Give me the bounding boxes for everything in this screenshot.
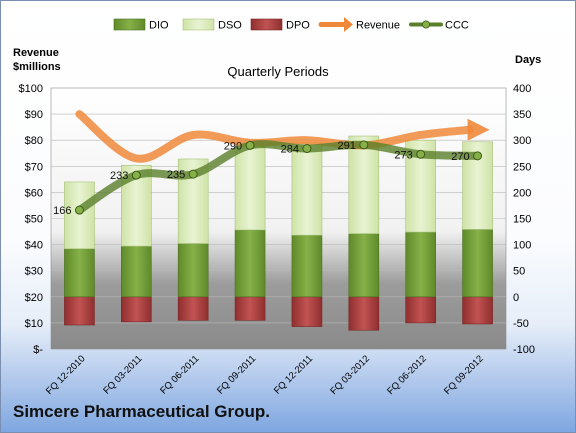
bar-dio [177,243,209,298]
left-tick-label: $60 [25,187,43,199]
right-tick-label: 250 [513,161,531,173]
right-tick-label: 350 [513,109,531,121]
bar-dio [348,233,380,298]
left-tick-label: $100 [19,83,43,95]
ccc-data-label: 235 [167,169,185,181]
x-tick-label: FQ 12-2011 [272,353,315,396]
chart-title: Quarterly Periods [227,64,329,79]
left-tick-label: $70 [25,161,43,173]
legend-label-ccc: CCC [445,20,469,32]
legend-label-dpo: DPO [286,20,310,32]
ccc-point [473,151,483,161]
right-tick-label: -100 [513,344,535,356]
left-tick-label: $20 [25,292,43,304]
ccc-point [359,140,369,150]
bar-dpo [64,296,95,326]
left-tick-label: $90 [25,109,43,121]
x-tick-label: FQ 06-2012 [385,353,429,397]
bar-dpo [121,296,152,323]
right-tick-label: 100 [513,240,531,252]
left-tick-label: $30 [25,266,43,278]
legend-item-dio: DIO [113,18,169,32]
left-axis-ticks: $- $10 $20 $30 $40 $50 $60 $70 $80 $90 $100 [19,83,44,356]
bar-dso [348,135,380,234]
right-tick-label: 150 [513,214,531,226]
bar-dio [64,248,95,298]
bars [64,135,493,331]
revenue-arrowhead [467,118,490,141]
bar-dso [234,146,266,231]
legend-label-revenue: Revenue [356,20,400,32]
ccc-point [131,170,141,180]
ccc-data-label: 291 [337,140,355,152]
bar-dpo [234,296,266,321]
bar-dpo [348,296,380,331]
x-tick-label: FQ 03-2011 [101,353,144,396]
bar-dio [121,245,152,298]
left-tick-label: $- [33,344,43,356]
bar-dio [462,229,493,298]
x-tick-label: FQ 09-2011 [215,353,258,396]
right-tick-label: 0 [513,292,519,304]
ccc-data-label: 233 [110,170,128,182]
x-tick-label: FQ 12-2010 [44,353,88,397]
legend-item-dso: DSO [182,18,242,32]
left-tick-label: $50 [25,214,43,226]
company-name: Simcere Pharmaceutical Group. [13,402,270,421]
legend-label-dso: DSO [218,20,242,32]
bar-dio [234,229,266,298]
bar-dpo [177,296,209,321]
lines: 166 233 235 290 284 291 273 270 [53,110,490,217]
legend: DIO DSO DPO Revenue CCC [113,17,469,32]
right-tick-label: 300 [513,135,531,147]
left-tick-label: $40 [25,240,43,252]
bar-dso [291,142,323,236]
bar-dpo [462,296,493,325]
bar-dso [64,181,95,250]
right-tick-label: 400 [513,83,531,95]
ccc-point [74,205,84,215]
ccc-data-label: 284 [281,144,299,156]
legend-item-ccc: CCC [409,20,469,32]
x-tick-label: FQ 09-2012 [442,353,486,397]
bar-dpo [405,296,436,324]
x-tick-label: FQ 03-2012 [328,353,372,397]
x-axis-labels: FQ 12-2010 FQ 03-2011 FQ 06-2011 FQ 09-2011… [44,353,486,397]
right-tick-label: 50 [513,266,525,278]
left-tick-label: $80 [25,135,43,147]
ccc-data-label: 270 [451,151,469,163]
ccc-data-label: 166 [53,205,71,217]
ccc-point [416,149,426,159]
right-tick-label: -50 [513,318,529,330]
bar-dio [405,231,436,298]
left-axis-label-line1: Revenue [13,47,59,59]
ccc-point [188,169,198,179]
ccc-data-label: 273 [394,149,412,161]
right-axis-label: Days [515,54,541,66]
legend-item-dpo: DPO [250,18,310,32]
bar-dio [291,234,323,298]
right-axis-ticks: -100 -50 0 50 100 150 200 250 300 350 400 [513,83,535,356]
legend-item-revenue: Revenue [318,17,400,32]
ccc-point [245,140,255,150]
ccc-point [302,144,312,154]
x-tick-label: FQ 06-2011 [158,353,201,396]
right-tick-label: 200 [513,187,531,199]
left-tick-label: $10 [25,318,43,330]
bar-dpo [291,296,323,327]
left-axis-label-line2: $millions [13,61,61,73]
ccc-data-label: 290 [224,140,242,152]
legend-label-dio: DIO [149,20,169,32]
